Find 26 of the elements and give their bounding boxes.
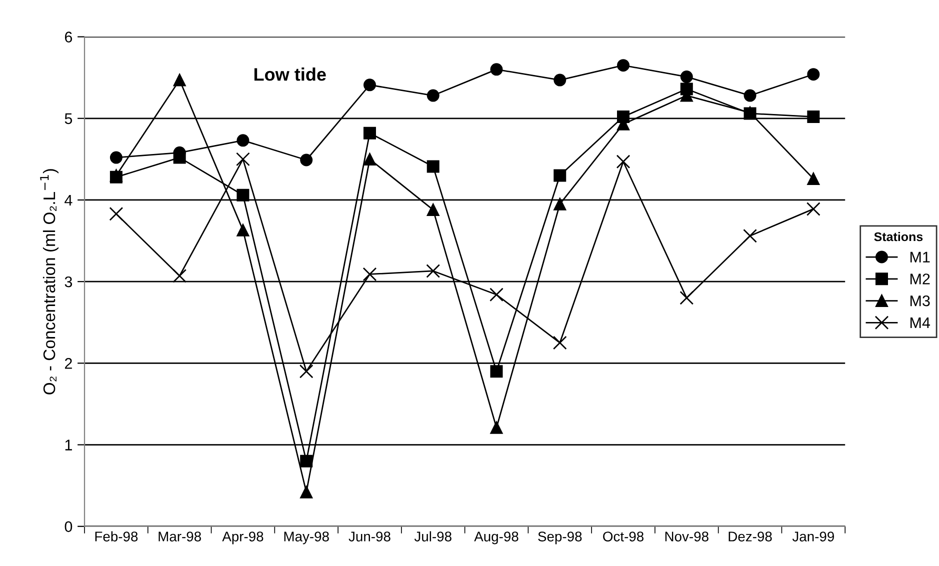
legend-label: M3 — [910, 295, 930, 306]
x-tick-label: Dez-98 — [728, 532, 772, 542]
y-tick-label: 5 — [64, 113, 72, 124]
y-tick-label: 3 — [64, 276, 72, 288]
legend-label: M2 — [910, 274, 930, 284]
x-tick-label: Sep-98 — [538, 532, 582, 544]
text: Low tide — [254, 68, 326, 81]
y-tick-label: 0 — [64, 521, 72, 532]
x-tick-label: Jan-99 — [792, 532, 834, 542]
x-tick-label: Nov-98 — [665, 532, 708, 542]
x-tick-label: Jun-98 — [348, 532, 390, 542]
y-tick-label: 4 — [64, 195, 72, 206]
legend-label: M4 — [910, 317, 930, 328]
y-axis-title: O₂ - Concentration (ml O₂.L$^{−1}$) — [40, 169, 58, 394]
y-tick-label: 6 — [64, 32, 72, 42]
legend-title: Stations — [874, 232, 923, 242]
legend-label: M1 — [910, 252, 930, 262]
y-tick-label: 2 — [64, 358, 72, 369]
x-tick-label: May-98 — [284, 532, 329, 544]
x-tick-label: Oct-98 — [603, 532, 644, 542]
y-tick-label: 1 — [65, 440, 72, 450]
x-tick-label: Feb-98 — [95, 531, 138, 542]
x-tick-label: Jul-98 — [414, 531, 452, 542]
x-tick-label: Aug-98 — [474, 532, 518, 544]
x-tick-label: Mar-98 — [158, 532, 201, 542]
x-tick-label: Apr-98 — [222, 532, 264, 544]
